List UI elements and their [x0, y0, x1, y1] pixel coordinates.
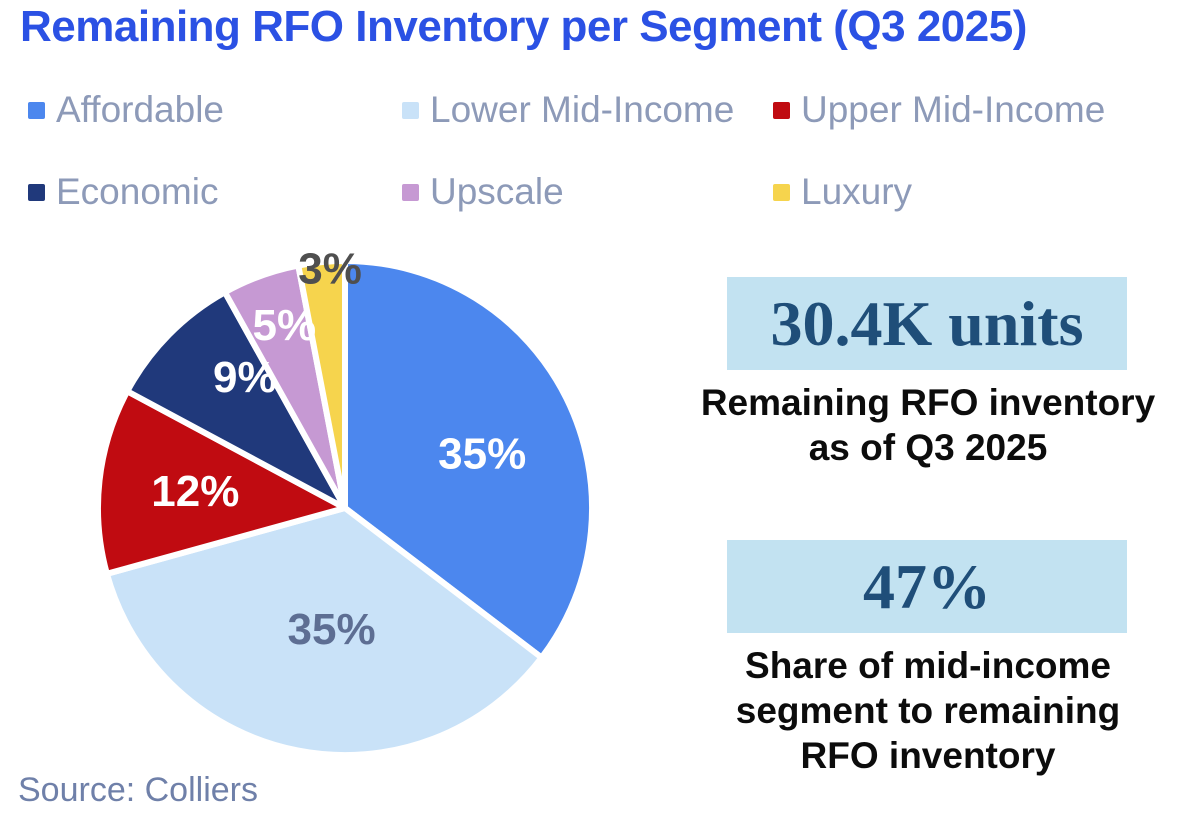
legend-label: Luxury [801, 171, 913, 212]
legend-swatch-icon [402, 101, 419, 119]
legend-swatch-icon [28, 101, 45, 119]
legend-item-lower-mid-income: Lower Mid-Income [402, 89, 735, 130]
pie-label-luxury: 3% [298, 245, 362, 294]
legend-item-upper-mid-income: Upper Mid-Income [773, 89, 1106, 130]
source-text: Source: Colliers [18, 771, 258, 809]
legend-label: Affordable [56, 89, 224, 130]
caption-line: as of Q3 2025 [808, 427, 1048, 468]
pie-label-affordable: 35% [438, 430, 526, 479]
pie-label-economic: 9% [213, 353, 277, 402]
stat-box-share: 47% [727, 540, 1127, 633]
legend-swatch-icon [773, 183, 790, 201]
caption-line: segment to remaining [735, 690, 1121, 731]
pie-label-upscale: 5% [253, 301, 317, 350]
legend-label: Upper Mid-Income [801, 89, 1106, 130]
legend-label: Upscale [430, 171, 564, 212]
stat-caption-units: Remaining RFO inventory as of Q3 2025 [690, 380, 1166, 470]
legend-item-affordable: Affordable [28, 89, 224, 130]
pie-slice-economic [124, 289, 348, 511]
stat-caption-share: Share of mid-income segment to remaining R… [690, 643, 1166, 778]
pie-slice-affordable [342, 258, 596, 661]
page-title: Remaining RFO Inventory per Segment (Q3 … [20, 2, 1027, 51]
legend-label: Economic [56, 171, 219, 212]
legend-swatch-icon [402, 183, 419, 201]
caption-line: RFO inventory [800, 735, 1056, 776]
legend-item-economic: Economic [28, 171, 219, 212]
caption-line: Remaining RFO inventory [700, 382, 1156, 423]
legend-swatch-icon [773, 101, 790, 119]
pie-label-upper-mid-income: 12% [151, 467, 239, 516]
pie-chart-svg: 35% 35% 12% 9%5% 3% [95, 245, 596, 759]
stat-value-units: 30.4K units [770, 287, 1084, 359]
pie-chart: 35% 35% 12% 9% 5% 3% [80, 225, 620, 770]
pie-slice-luxury [295, 258, 348, 511]
caption-line: Share of mid-income [745, 645, 1111, 686]
legend-label: Lower Mid-Income [430, 89, 735, 130]
stat-value-share: 47% [863, 550, 991, 622]
legend-swatch-icon [28, 183, 45, 201]
legend-item-luxury: Luxury [773, 171, 913, 212]
chart-legend: Affordable Lower Mid-Income Upper Mid-Inco… [0, 0, 1200, 230]
stat-box-units: 30.4K units [727, 277, 1127, 370]
pie-slice-lower-mid-income [103, 505, 545, 759]
legend-item-upscale: Upscale [402, 171, 564, 212]
pie-slice-upper-mid-income [95, 388, 348, 577]
pie-label-lower-mid-income: 35% [288, 605, 376, 654]
